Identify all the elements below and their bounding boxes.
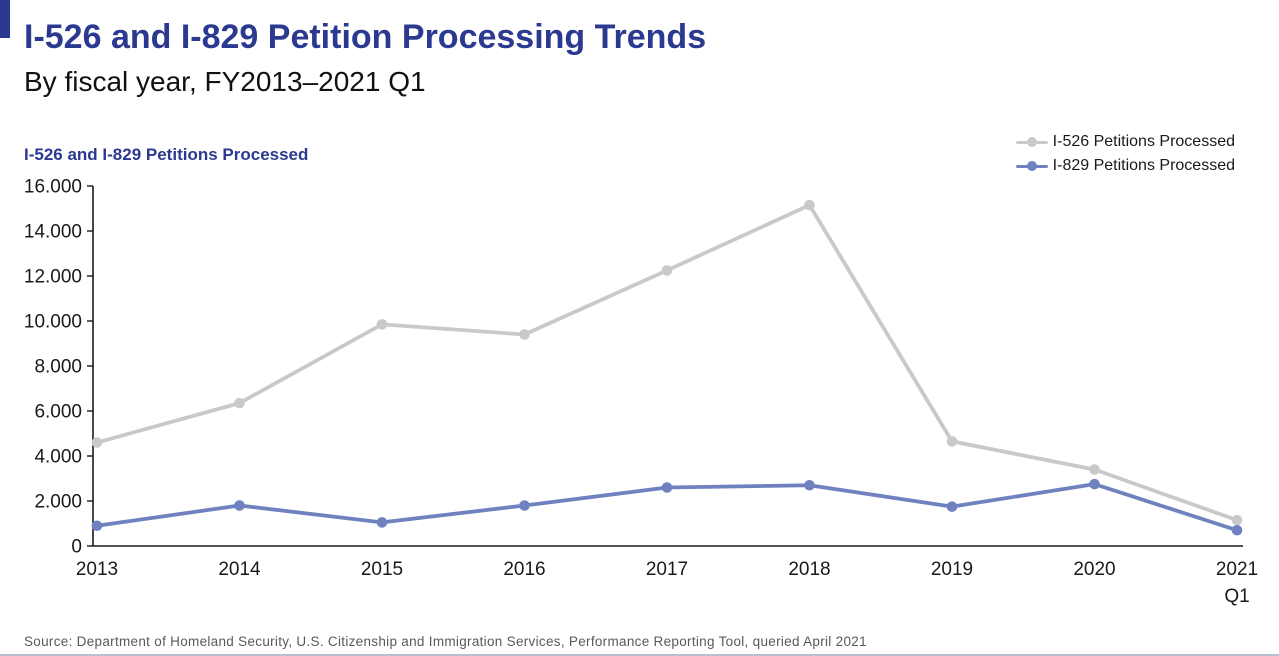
header-accent-bar [0,0,10,38]
svg-text:2013: 2013 [76,559,118,580]
svg-text:2016: 2016 [503,559,545,580]
svg-text:2020: 2020 [1073,559,1115,580]
svg-text:2017: 2017 [646,559,688,580]
svg-text:0: 0 [71,537,82,558]
legend-label-i829: I-829 Petitions Processed [1052,156,1235,174]
svg-text:2.000: 2.000 [34,492,82,513]
page-title: I-526 and I-829 Petition Processing Tren… [24,18,707,56]
i829-dot-swatch [1026,160,1037,171]
chart-title: I-526 and I-829 Petitions Processed [24,145,309,164]
legend-item-i526: I-526 Petitions Processed [1015,131,1235,152]
svg-text:12.000: 12.000 [24,267,82,288]
svg-text:2019: 2019 [931,559,973,580]
page-subtitle: By fiscal year, FY2013–2021 Q1 [24,66,426,97]
i526-dot-swatch [1026,136,1037,147]
svg-text:2014: 2014 [218,559,261,580]
svg-text:14.000: 14.000 [24,222,82,243]
i829-series-marker-icon [1015,160,1048,171]
svg-text:4.000: 4.000 [34,447,82,468]
svg-text:10.000: 10.000 [24,312,82,333]
i526-series-marker-icon [1015,136,1048,147]
legend-item-i829: I-829 Petitions Processed [1015,155,1235,176]
svg-text:2018: 2018 [788,559,830,580]
footer-divider [0,654,1279,656]
chart-legend: I-526 Petitions Processed I-829 Petition… [1015,131,1235,176]
svg-text:6.000: 6.000 [34,402,82,423]
svg-text:16.000: 16.000 [24,177,82,198]
source-attribution: Source: Department of Homeland Security,… [24,634,867,649]
legend-label-i526: I-526 Petitions Processed [1052,132,1235,150]
svg-text:2015: 2015 [361,559,403,580]
svg-text:8.000: 8.000 [34,357,82,378]
